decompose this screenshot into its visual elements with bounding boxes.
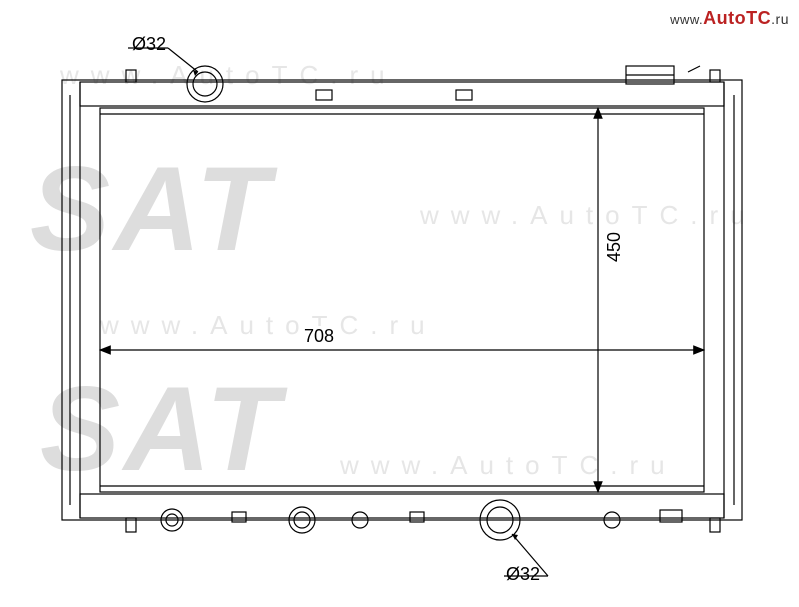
top-clip-1 <box>316 90 332 100</box>
diagram-container: SAT SAT www.AutoTC.ru www.AutoTC.ru www.… <box>0 0 799 607</box>
top-tank <box>80 82 724 106</box>
label-dia-top: Ø32 <box>132 34 166 55</box>
label-width: 708 <box>300 326 338 347</box>
brand-url-main: AutoTC <box>703 8 771 28</box>
brand-url-prefix: www. <box>670 12 703 27</box>
core-frame <box>100 108 704 492</box>
brand-url: www.AutoTC.ru <box>670 8 789 29</box>
radiator-drawing <box>0 0 799 607</box>
label-height: 450 <box>604 230 625 264</box>
top-clip-2 <box>456 90 472 100</box>
outer-frame <box>62 80 742 520</box>
brand-url-suffix: .ru <box>771 11 789 27</box>
leader-top-dia <box>168 48 198 72</box>
label-dia-bottom: Ø32 <box>506 564 540 585</box>
bottom-tank <box>80 494 724 518</box>
